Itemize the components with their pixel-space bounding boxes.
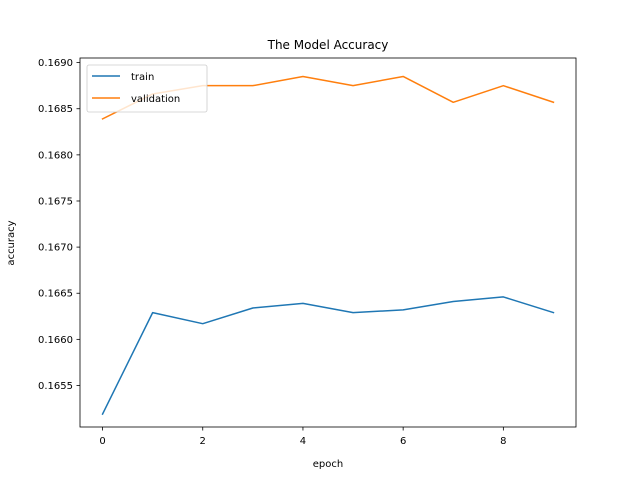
- y-tick-label: 0.1670: [38, 243, 73, 254]
- x-tick-label: 8: [500, 436, 506, 447]
- x-tick-label: 4: [300, 436, 306, 447]
- x-tick-label: 0: [99, 436, 105, 447]
- y-tick-label: 0.1655: [38, 381, 73, 392]
- y-tick-label: 0.1690: [38, 58, 73, 69]
- y-tick-label: 0.1665: [38, 289, 73, 300]
- x-tick-label: 2: [200, 436, 206, 447]
- y-tick-label: 0.1685: [38, 104, 73, 115]
- legend-label-validation: validation: [131, 94, 180, 105]
- y-tick-label: 0.1680: [38, 150, 73, 161]
- y-axis-label: accuracy: [6, 220, 17, 265]
- plot-area: 0 2 4 6 8 0.1655 0.1660 0.1665 0.1670 0.1675 0.168…: [38, 57, 577, 447]
- series-line-train: [101, 296, 555, 416]
- x-tick-label: 6: [400, 436, 406, 447]
- chart-title: The Model Accuracy: [267, 38, 389, 52]
- y-tick-label: 0.1660: [38, 335, 73, 346]
- y-tick-label: 0.1675: [38, 196, 73, 207]
- x-axis-label: epoch: [313, 459, 343, 470]
- plot-frame: [79, 57, 577, 428]
- legend-label-train: train: [131, 72, 154, 83]
